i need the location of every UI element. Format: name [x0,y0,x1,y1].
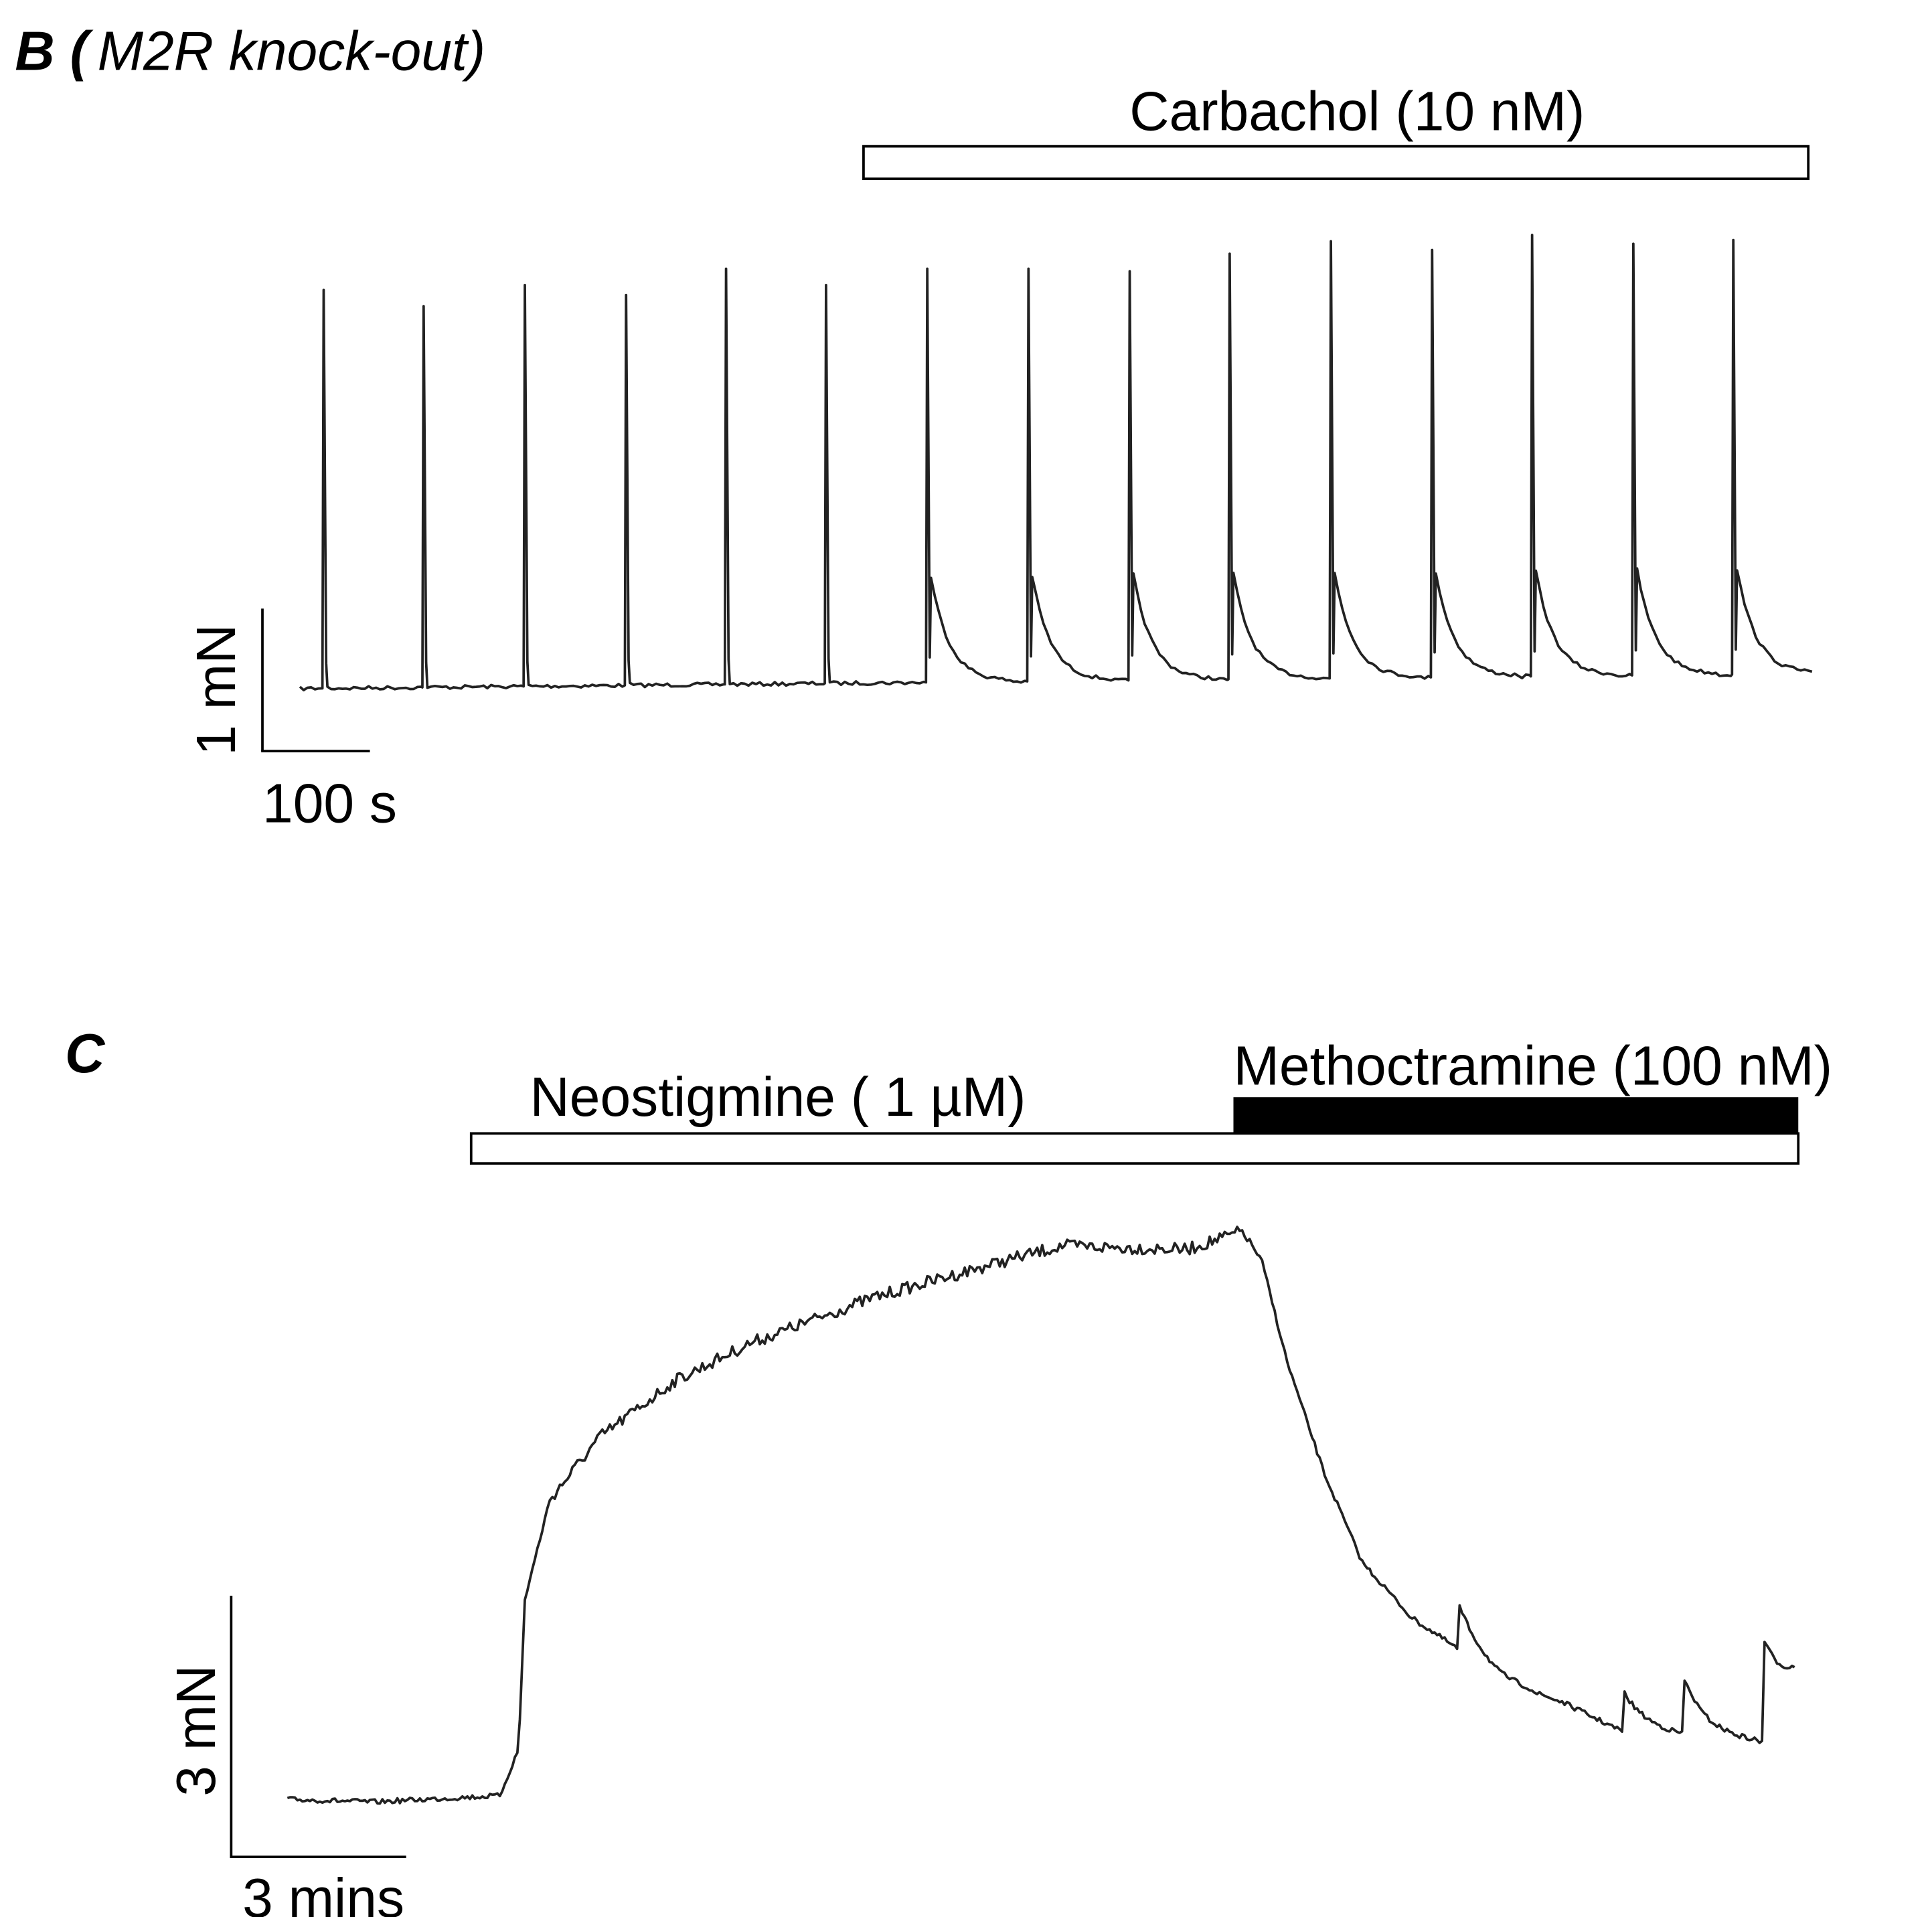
drug-label: Carbachol (10 nM) [1129,81,1585,142]
scale-time-label: 3 mins [242,1868,404,1917]
panel-label: C [65,1023,106,1084]
drug-label: Neostigmine ( 1 µM) [530,1067,1026,1128]
drug-bar [862,145,1810,181]
scale-force-label: 1 mN [186,624,247,756]
drug-label: Methoctramine (100 nM) [1233,1036,1832,1097]
drug-bar-filled [1233,1097,1799,1134]
panel-condition: M2R knock-out) [98,21,486,82]
scale-force-label: 3 mN [166,1665,227,1797]
force-trace [299,234,1813,691]
force-trace [287,1226,1795,1805]
panel-label: B ( [15,21,94,82]
drug-bar [469,1132,1800,1165]
scale-time-label: 100 s [262,774,397,835]
